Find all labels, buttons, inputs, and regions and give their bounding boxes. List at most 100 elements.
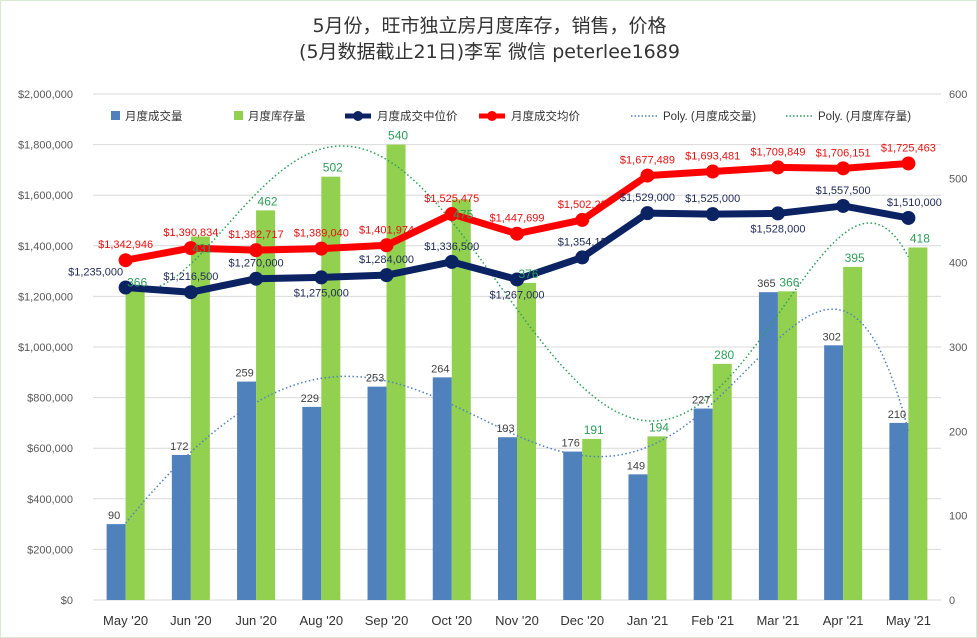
label-median: $1,270,000 [229,258,284,270]
label-avg: $1,389,040 [294,228,349,240]
bar-inventory-label: 540 [388,129,408,143]
left-axis-tick: $200,000 [27,544,73,556]
point-avg [510,226,524,241]
bar-inventory-label: 395 [845,251,865,265]
point-median [836,198,851,213]
right-axis-tick: 0 [949,595,955,607]
left-axis-tick: $1,800,000 [18,140,73,152]
label-avg: $1,342,946 [98,239,153,251]
bar-inventory-label: 462 [258,194,278,208]
x-axis-tick: Jun '20 [235,613,277,628]
label-median: $1,216,500 [163,271,218,283]
bar-sales-label: 149 [627,460,645,472]
label-median: $1,525,000 [685,193,740,205]
x-axis-tick: Jan '21 [627,613,669,628]
bar-inventory [647,436,667,600]
bar-inventory-label: 194 [649,420,669,434]
bar-inventory [386,144,406,600]
point-median [705,207,720,222]
point-median [901,210,916,225]
bar-inventory-label: 418 [910,231,930,245]
bar-inventory [256,210,276,600]
right-axis-tick: 500 [949,173,967,185]
point-median [510,272,524,287]
bar-inventory [190,236,210,601]
bar-inventory [908,247,928,600]
bar-inventory-label: 191 [584,423,604,437]
legend-label: 月度成交均价 [511,109,580,123]
bar-sales-label: 253 [366,373,384,385]
label-median: $1,354,15 [558,236,607,248]
bar-sales-label: 210 [888,409,906,421]
label-avg: $1,390,834 [163,227,218,239]
left-axis-tick: $2,000,000 [18,89,73,101]
bar-sales [693,408,713,600]
label-avg: $1,447,699 [489,213,544,225]
bar-inventory [125,291,145,600]
point-median [770,206,785,221]
bar-sales [432,377,452,600]
bar-sales [106,524,126,600]
x-axis-tick: Dec '20 [560,613,604,628]
label-avg: $1,401,974 [359,224,414,236]
legend-label: 月度成交量 [125,109,183,123]
point-median [314,270,329,285]
bar-sales-label: 176 [562,438,580,450]
trendline [125,308,910,524]
point-avg [118,253,133,268]
bar-inventory [582,438,602,600]
label-median: $1,235,000 [68,267,123,279]
point-avg [836,161,851,176]
bar-sales-label: 227 [692,395,710,407]
bar-inventory [712,363,732,600]
bar-sales-label: 193 [496,423,514,435]
chart-title-line2: (5月数据截止21日)李军 微信 peterlee1689 [299,41,680,63]
bar-sales [628,474,648,600]
bar-inventory [451,199,471,600]
bar-sales-label: 90 [108,510,120,522]
bar-sales [758,292,778,600]
point-median [379,268,394,283]
bar-sales-label: 172 [170,441,188,453]
label-median: $1,275,000 [294,287,349,299]
x-axis-tick: Aug '20 [299,613,343,628]
left-axis-tick: $1,400,000 [18,241,73,253]
point-median [640,206,655,221]
label-median: $1,284,000 [359,254,414,266]
legend-label: 月度成交中位价 [377,109,458,123]
bar-inventory-label: 502 [323,161,343,175]
bar-sales-label: 229 [301,393,319,405]
x-axis-tick: May '20 [103,613,148,628]
bar-inventory [321,176,341,600]
legend-label: 月度库存量 [248,109,306,123]
point-avg [314,241,329,256]
legend-swatch [353,111,363,121]
bar-inventory-label: 280 [714,348,734,362]
left-axis-tick: $400,000 [27,494,73,506]
legend-label: Poly. (月度库存量) [818,109,911,123]
label-avg: $1,725,463 [881,142,936,154]
left-axis-tick: $1,200,000 [18,291,73,303]
point-median [183,285,198,300]
left-axis-tick: $600,000 [27,443,73,455]
left-axis-tick: $800,000 [27,393,73,405]
right-axis-tick: 200 [949,426,967,438]
label-avg: $1,693,481 [685,151,740,163]
x-axis-tick: Jun '20 [170,613,212,628]
label-avg: $1,382,717 [229,229,284,241]
label-median: $1,336,500 [424,241,479,253]
point-median [118,280,133,295]
point-avg [379,238,394,253]
legend-swatch [111,111,120,120]
point-avg [705,164,720,179]
bar-sales [498,437,517,600]
label-avg: $1,502,23 [558,199,607,211]
legend-label: Poly. (月度成交量) [663,109,756,123]
point-avg [444,207,459,222]
bar-inventory-label: 431 [192,242,212,256]
label-median: $1,528,000 [750,223,805,235]
point-avg [183,241,198,256]
x-axis-tick: Apr '21 [823,613,864,628]
right-axis-tick: 600 [949,89,967,101]
